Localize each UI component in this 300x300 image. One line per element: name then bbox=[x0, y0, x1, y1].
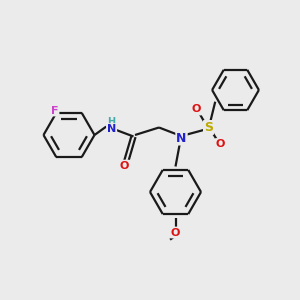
Text: H: H bbox=[107, 117, 116, 127]
Text: S: S bbox=[204, 121, 213, 134]
Text: O: O bbox=[171, 227, 180, 238]
Text: F: F bbox=[51, 106, 59, 116]
Text: O: O bbox=[216, 139, 225, 149]
Text: O: O bbox=[120, 160, 129, 171]
Text: N: N bbox=[176, 131, 187, 145]
Text: O: O bbox=[192, 104, 201, 115]
Text: N: N bbox=[107, 124, 116, 134]
